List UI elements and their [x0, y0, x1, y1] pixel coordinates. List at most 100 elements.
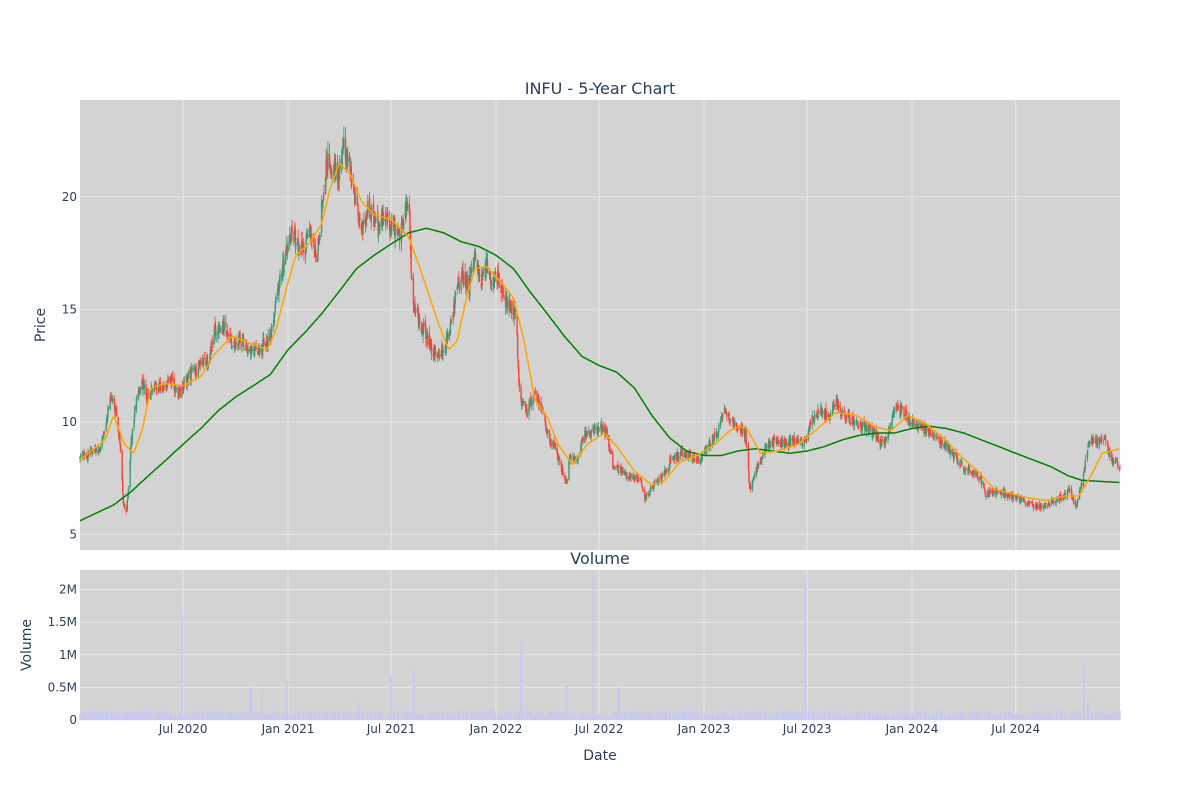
- volume-bar: [613, 711, 615, 720]
- volume-bar: [123, 711, 125, 720]
- volume-bar: [761, 712, 763, 720]
- candle-body: [214, 326, 217, 335]
- candle-body: [784, 443, 786, 448]
- volume-bar: [197, 712, 199, 720]
- volume-bar: [747, 712, 750, 720]
- candle-body: [748, 470, 750, 483]
- candle-body: [173, 377, 175, 385]
- candle-body: [1097, 437, 1099, 446]
- candle-body: [122, 493, 125, 505]
- volume-bar: [94, 711, 96, 720]
- candle-body: [103, 432, 106, 433]
- candle-body: [306, 237, 309, 239]
- volume-bar: [367, 713, 369, 720]
- candle-body: [968, 466, 970, 469]
- volume-bar: [1069, 717, 1071, 720]
- volume-bar: [853, 716, 856, 720]
- candle-body: [586, 430, 588, 437]
- candle-body: [641, 486, 644, 489]
- volume-bar: [347, 714, 349, 720]
- volume-bar: [235, 713, 237, 720]
- candle-body: [454, 293, 457, 298]
- volume-bar: [776, 711, 778, 720]
- volume-bar: [638, 711, 640, 720]
- candle-body: [783, 438, 786, 447]
- candle-body: [316, 254, 319, 262]
- volume-bar: [181, 615, 184, 720]
- candle-body: [952, 451, 954, 453]
- volume-bar: [943, 713, 946, 720]
- candle-body: [510, 304, 513, 314]
- candle-body: [776, 439, 779, 441]
- candle-body: [450, 319, 452, 323]
- volume-bar: [941, 711, 943, 720]
- volume-bar: [1037, 715, 1039, 720]
- candle-body: [565, 481, 568, 484]
- candle-body: [294, 231, 297, 245]
- candle-body: [382, 214, 384, 223]
- volume-bar: [1079, 710, 1081, 720]
- candle-body: [617, 469, 620, 474]
- candle-body: [899, 406, 902, 418]
- candle-body: [195, 368, 197, 375]
- volume-bar: [131, 711, 134, 720]
- volume-bar: [79, 714, 81, 720]
- volume-x-axis-title: Date: [583, 748, 616, 764]
- volume-bar: [1083, 664, 1085, 720]
- candle-body: [755, 466, 758, 475]
- volume-bar: [534, 714, 536, 720]
- candle-body: [897, 404, 899, 407]
- candle-body: [234, 342, 237, 347]
- candle-body: [616, 465, 618, 467]
- candle-body: [118, 430, 120, 438]
- candle-body: [1038, 504, 1041, 509]
- volume-x-tick-label: Jul 2020: [158, 722, 208, 736]
- volume-bar: [1061, 710, 1063, 720]
- volume-bar: [709, 710, 711, 720]
- candle-body: [996, 492, 999, 494]
- candle-body: [585, 431, 587, 438]
- candle-body: [1107, 443, 1109, 453]
- candle-body: [1037, 505, 1039, 510]
- volume-bar: [658, 712, 660, 720]
- candle-body: [1047, 504, 1049, 506]
- volume-x-tick-labels: Jul 2020 Jan 2021 Jul 2021 Jan 2022 Jul 2022…: [158, 722, 1040, 736]
- candle-body: [604, 429, 607, 437]
- candle-body: [246, 346, 248, 352]
- price-chart-title: INFU - 5-Year Chart: [525, 79, 676, 98]
- candle-body: [572, 456, 575, 462]
- volume-bar: [1029, 716, 1031, 720]
- candle-body: [1017, 495, 1019, 498]
- volume-bar: [239, 712, 241, 720]
- volume-bar: [1092, 710, 1094, 720]
- candle-body: [809, 422, 812, 425]
- candle-body: [1032, 505, 1035, 508]
- candle-body: [1109, 449, 1111, 458]
- candle-body: [177, 387, 179, 394]
- volume-bar: [839, 715, 841, 720]
- candle-body: [683, 452, 686, 458]
- volume-bar: [259, 714, 261, 720]
- candle-body: [865, 424, 868, 432]
- candle-body: [249, 350, 252, 354]
- volume-bar: [1113, 714, 1115, 720]
- candle-body: [410, 248, 412, 273]
- candle-body: [960, 460, 963, 464]
- volume-bar: [323, 711, 325, 720]
- candle-body: [943, 443, 945, 448]
- candle-body: [261, 350, 264, 353]
- candle-body: [661, 475, 663, 483]
- candle-body: [793, 437, 796, 444]
- candle-body: [544, 413, 546, 421]
- volume-bar: [107, 711, 110, 720]
- volume-bar: [686, 713, 688, 720]
- volume-bar: [881, 717, 883, 720]
- candle-body: [1046, 505, 1049, 507]
- candle-body: [548, 429, 550, 433]
- volume-bar: [957, 713, 959, 720]
- candle-body: [549, 437, 551, 443]
- candle-body: [478, 267, 481, 283]
- volume-bar: [762, 716, 764, 720]
- volume-bar: [702, 710, 704, 720]
- candle-body: [724, 409, 726, 412]
